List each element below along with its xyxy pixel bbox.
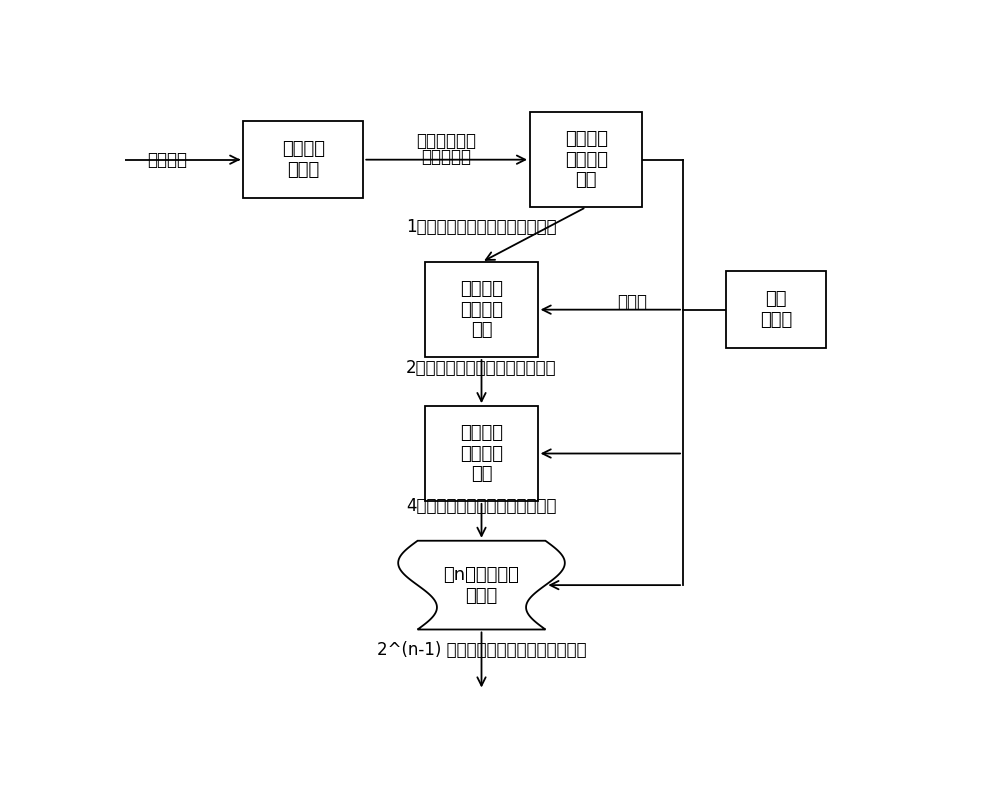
Text: 亚稳态消
除电路: 亚稳态消 除电路 bbox=[282, 140, 325, 179]
Polygon shape bbox=[398, 541, 565, 630]
Bar bbox=[425, 406, 538, 501]
Text: 循环
计数器: 循环 计数器 bbox=[760, 290, 792, 329]
Text: 第二级单
比特滤波
模块: 第二级单 比特滤波 模块 bbox=[460, 280, 503, 339]
Text: 第一级单
比特滤波
模块: 第一级单 比特滤波 模块 bbox=[565, 130, 608, 189]
Text: 1倍采样时钟宽度的毛刺滤波信号: 1倍采样时钟宽度的毛刺滤波信号 bbox=[406, 218, 557, 236]
Text: 2倍采样时钟宽度的毛刺滤波信号: 2倍采样时钟宽度的毛刺滤波信号 bbox=[406, 359, 557, 377]
Bar bbox=[726, 271, 826, 348]
Bar bbox=[243, 122, 363, 198]
Text: 第n级单比特滤
波模块: 第n级单比特滤 波模块 bbox=[444, 566, 519, 604]
Bar bbox=[425, 262, 538, 357]
Bar bbox=[530, 112, 642, 207]
Text: 计数值: 计数值 bbox=[618, 293, 648, 311]
Text: 本地时钟同步: 本地时钟同步 bbox=[417, 132, 477, 150]
Text: 的输入信号: 的输入信号 bbox=[422, 148, 472, 165]
Text: 第三级单
比特滤波
模块: 第三级单 比特滤波 模块 bbox=[460, 424, 503, 483]
Text: 2^(n-1) 倍采样时钟宽度的毛刺滤波信号: 2^(n-1) 倍采样时钟宽度的毛刺滤波信号 bbox=[377, 641, 586, 659]
Text: 输入信号: 输入信号 bbox=[148, 151, 188, 169]
Text: 4倍采样时钟宽度的毛刺滤波信号: 4倍采样时钟宽度的毛刺滤波信号 bbox=[406, 497, 557, 514]
